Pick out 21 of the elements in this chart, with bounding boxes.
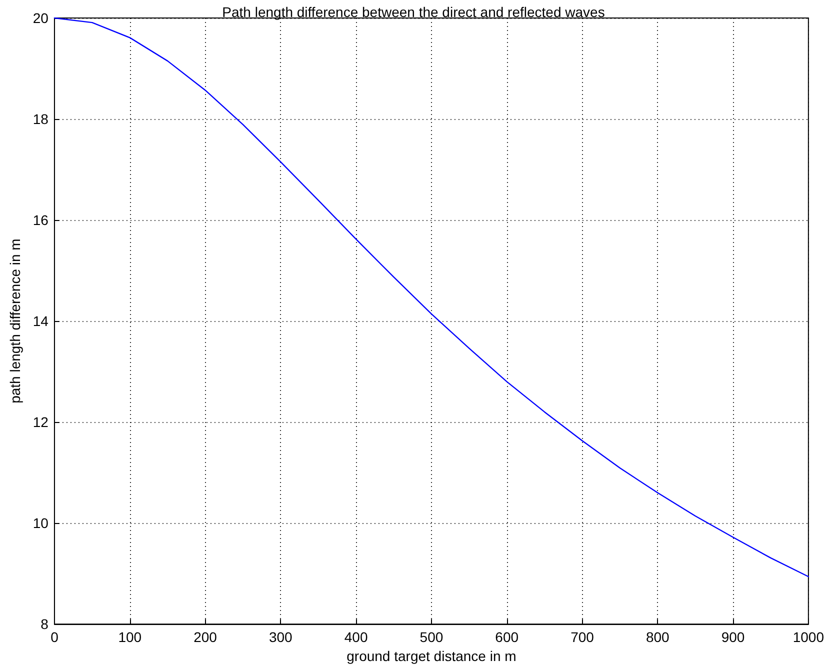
x-axis-title: ground target distance in m bbox=[346, 648, 516, 664]
x-tick-label: 600 bbox=[495, 629, 519, 646]
y-tick-label: 8 bbox=[40, 616, 49, 632]
y-tick-label: 10 bbox=[32, 515, 49, 532]
x-tick-label: 400 bbox=[344, 629, 368, 646]
x-tick-label: 700 bbox=[570, 629, 594, 646]
x-tick-label: 900 bbox=[721, 629, 745, 646]
x-tick-label: 0 bbox=[50, 629, 59, 646]
y-tick-label: 18 bbox=[32, 111, 49, 128]
y-tick-label: 16 bbox=[32, 212, 49, 228]
y-axis-title: path length difference in m bbox=[7, 238, 23, 404]
chart-title: Path length difference between the direct and reflected waves bbox=[222, 4, 605, 20]
x-tick-label: 800 bbox=[646, 629, 670, 646]
x-tick-label: 100 bbox=[118, 629, 142, 646]
x-tick-label: 1000 bbox=[792, 629, 824, 646]
x-tick-label: 500 bbox=[420, 629, 444, 646]
y-tick-label: 14 bbox=[32, 313, 49, 330]
y-tick-label: 20 bbox=[32, 10, 49, 26]
x-tick-label: 200 bbox=[194, 629, 218, 646]
x-tick-label: 300 bbox=[268, 629, 293, 646]
y-tick-label: 12 bbox=[32, 414, 49, 430]
